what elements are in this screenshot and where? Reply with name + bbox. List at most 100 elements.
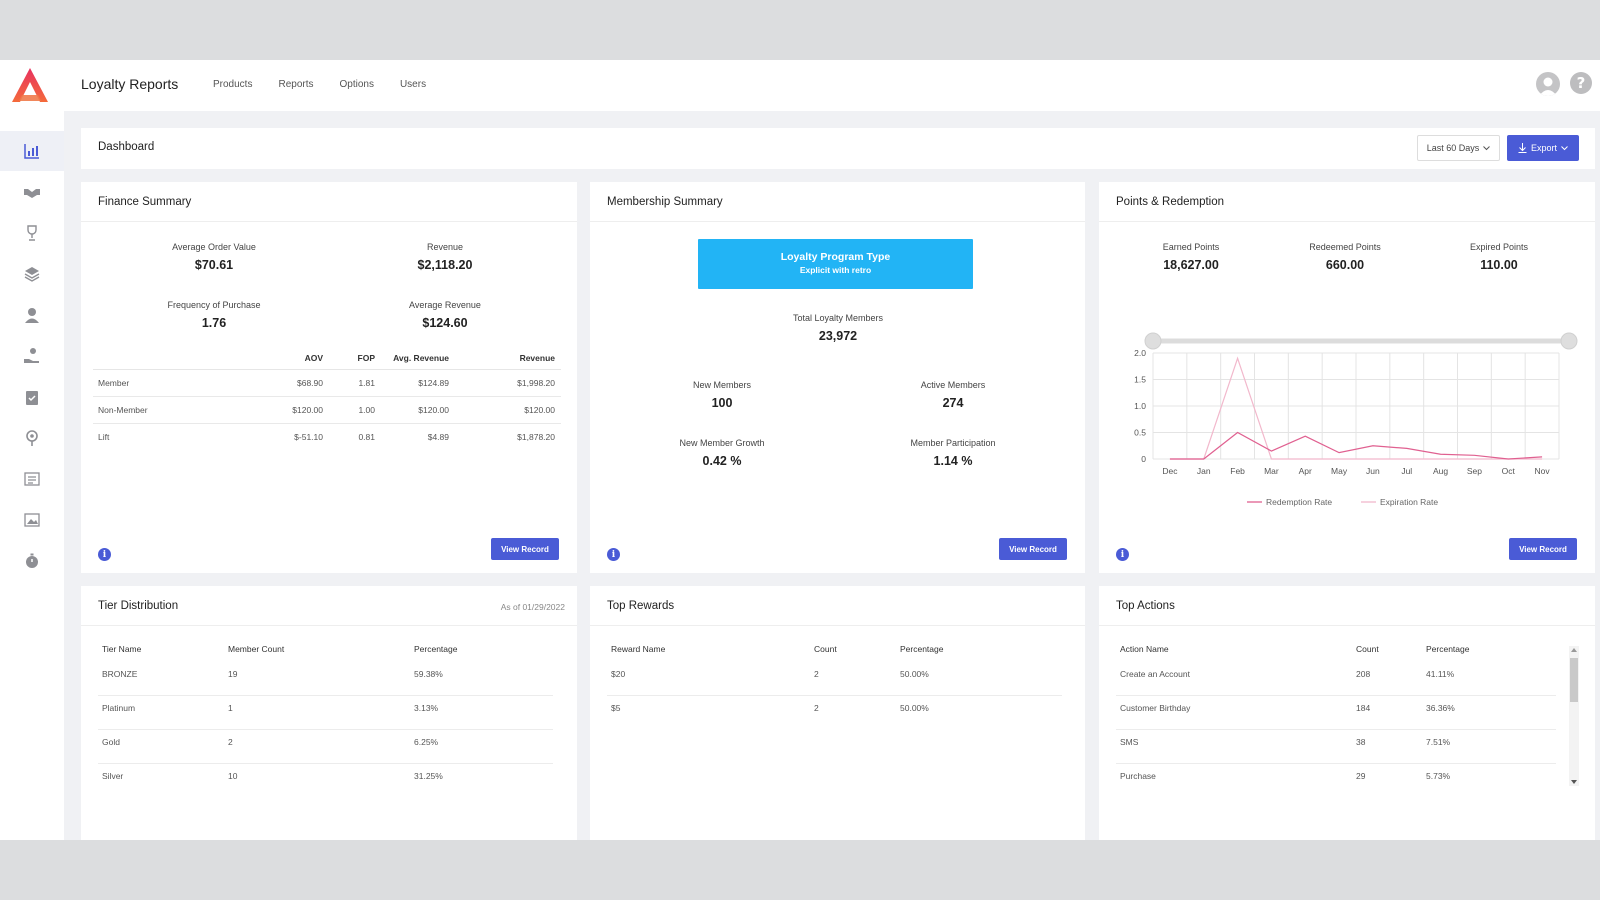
scroll-up-icon[interactable] <box>1569 646 1579 654</box>
col-percentage: Percentage <box>1426 644 1470 654</box>
stat-value: $70.61 <box>194 258 234 272</box>
y-tick-label: 0.5 <box>1134 428 1146 438</box>
row-percentage: 50.00% <box>900 669 929 679</box>
col-percentage: Percentage <box>900 644 944 654</box>
stat-value: 1.76 <box>201 316 227 330</box>
col-tier-name: Tier Name <box>102 644 142 654</box>
tier-table: Tier Name Member Count Percentage BRONZE… <box>98 644 553 798</box>
stat-frequency-of-purchase: Frequency of Purchase 1.76 <box>114 300 314 330</box>
chart-legend: Redemption Rate Expiration Rate <box>1247 497 1438 507</box>
list-icon <box>24 472 40 486</box>
table-row: $5 2 50.00% <box>607 696 1062 730</box>
stat-revenue: Revenue $2,118.20 <box>345 242 545 272</box>
legend-label-expiration: Expiration Rate <box>1380 497 1438 507</box>
stat-value: 660.00 <box>1325 258 1365 272</box>
finance-table: AOV FOP Avg. Revenue Revenue Member $68.… <box>93 348 561 451</box>
row-fop: 1.00 <box>358 405 375 415</box>
as-of-date: As of 01/29/2022 <box>500 602 565 612</box>
page-title: Dashboard <box>98 141 155 153</box>
nav-users[interactable]: Users <box>399 79 427 90</box>
sidebar-item-timers[interactable] <box>0 541 64 581</box>
finance-view-record-button[interactable]: View Record <box>491 538 559 560</box>
loyalty-program-type-banner: Loyalty Program Type Explicit with retro <box>698 239 973 289</box>
row-name: Member <box>98 378 130 388</box>
stat-average-order-value: Average Order Value $70.61 <box>114 242 314 272</box>
col-fop: FOP <box>357 353 375 363</box>
stopwatch-icon <box>26 553 38 568</box>
points-view-record-button[interactable]: View Record <box>1509 538 1577 560</box>
handshake-icon <box>24 189 40 198</box>
stat-total-loyalty-members: Total Loyalty Members 23,972 <box>738 313 938 343</box>
user-avatar[interactable] <box>1536 72 1560 96</box>
col-percentage: Percentage <box>414 644 458 654</box>
top-nav: Products Reports Options Users <box>213 79 426 90</box>
card-title: Finance Summary <box>98 196 192 208</box>
sidebar-item-partners[interactable] <box>0 172 64 212</box>
sidebar-item-dashboard[interactable] <box>0 131 64 171</box>
y-tick-label: 2.0 <box>1134 348 1146 358</box>
stat-label: New Member Growth <box>679 438 765 448</box>
x-tick-label: Aug <box>1433 466 1448 476</box>
stat-value: 23,972 <box>818 329 858 343</box>
table-header: AOV FOP Avg. Revenue Revenue <box>93 348 561 370</box>
card-header: Tier Distribution As of 01/29/2022 <box>81 586 577 626</box>
stat-value: 100 <box>711 396 733 410</box>
stat-earned-points: Earned Points 18,627.00 <box>1091 242 1291 272</box>
x-tick-label: Sep <box>1467 466 1482 476</box>
range-slider-handle-end[interactable] <box>1560 332 1578 350</box>
stat-average-revenue: Average Revenue $124.60 <box>345 300 545 330</box>
sidebar-item-lists[interactable] <box>0 459 64 499</box>
table-row: Gold 2 6.25% <box>98 730 553 764</box>
nav-products[interactable]: Products <box>213 79 253 90</box>
info-icon[interactable]: i <box>98 548 111 561</box>
sidebar-item-tiers[interactable] <box>0 254 64 294</box>
x-tick-label: Nov <box>1535 466 1551 476</box>
membership-view-record-button[interactable]: View Record <box>999 538 1067 560</box>
sidebar-item-tasks[interactable] <box>0 377 64 417</box>
export-button[interactable]: Export <box>1507 135 1579 161</box>
table-row: Silver 10 31.25% <box>98 764 553 798</box>
stat-label: Total Loyalty Members <box>792 313 884 323</box>
col-avg-revenue: Avg. Revenue <box>393 353 449 363</box>
stat-label: Frequency of Purchase <box>167 300 261 310</box>
help-icon[interactable]: ? <box>1570 72 1592 94</box>
stat-value: 18,627.00 <box>1163 258 1219 272</box>
stat-value: 1.14 % <box>933 454 973 468</box>
card-header: Top Rewards <box>590 586 1085 626</box>
card-title: Points & Redemption <box>1116 196 1225 208</box>
row-percentage: 7.51% <box>1426 737 1451 747</box>
sidebar-item-locations[interactable] <box>0 418 64 458</box>
scroll-down-icon[interactable] <box>1569 778 1579 786</box>
sidebar-item-members[interactable] <box>0 295 64 335</box>
table-row: Lift $-51.10 0.81 $4.89 $1,878.20 <box>93 424 561 451</box>
row-percentage: 36.36% <box>1426 703 1455 713</box>
row-name: Purchase <box>1120 771 1156 781</box>
row-count: 2 <box>814 703 819 713</box>
sidebar-item-media[interactable] <box>0 500 64 540</box>
table-header: Action Name Count Percentage <box>1116 644 1556 662</box>
range-slider-handle-start[interactable] <box>1144 332 1162 350</box>
trophy-icon <box>27 225 37 241</box>
top-bar: Loyalty Reports Products Reports Options… <box>0 60 1600 111</box>
nav-reports[interactable]: Reports <box>278 79 314 90</box>
info-icon[interactable]: i <box>1116 548 1129 561</box>
row-name: $5 <box>611 703 621 713</box>
date-range-dropdown[interactable]: Last 60 Days <box>1417 135 1500 161</box>
table-row: SMS 38 7.51% <box>1116 730 1556 764</box>
nav-options[interactable]: Options <box>339 79 374 90</box>
sidebar-item-rewards[interactable] <box>0 213 64 253</box>
scrollbar-thumb[interactable] <box>1570 658 1578 702</box>
card-header: Top Actions <box>1099 586 1595 626</box>
info-icon[interactable]: i <box>607 548 620 561</box>
card-header: Membership Summary <box>590 182 1085 222</box>
x-tick-label: Oct <box>1502 466 1516 476</box>
row-aov: $-51.10 <box>294 432 323 442</box>
sidebar-item-redemption[interactable] <box>0 336 64 376</box>
stat-label: Member Participation <box>910 438 996 448</box>
y-axis-ticks: 2.0 1.5 1.0 0.5 0 <box>1134 348 1146 464</box>
row-name: $20 <box>611 669 626 679</box>
brand-logo-icon[interactable] <box>10 66 50 104</box>
table-header: Reward Name Count Percentage <box>607 644 1062 662</box>
program-type-label: Loyalty Program Type <box>780 251 891 263</box>
actions-scrollbar[interactable] <box>1569 646 1579 786</box>
